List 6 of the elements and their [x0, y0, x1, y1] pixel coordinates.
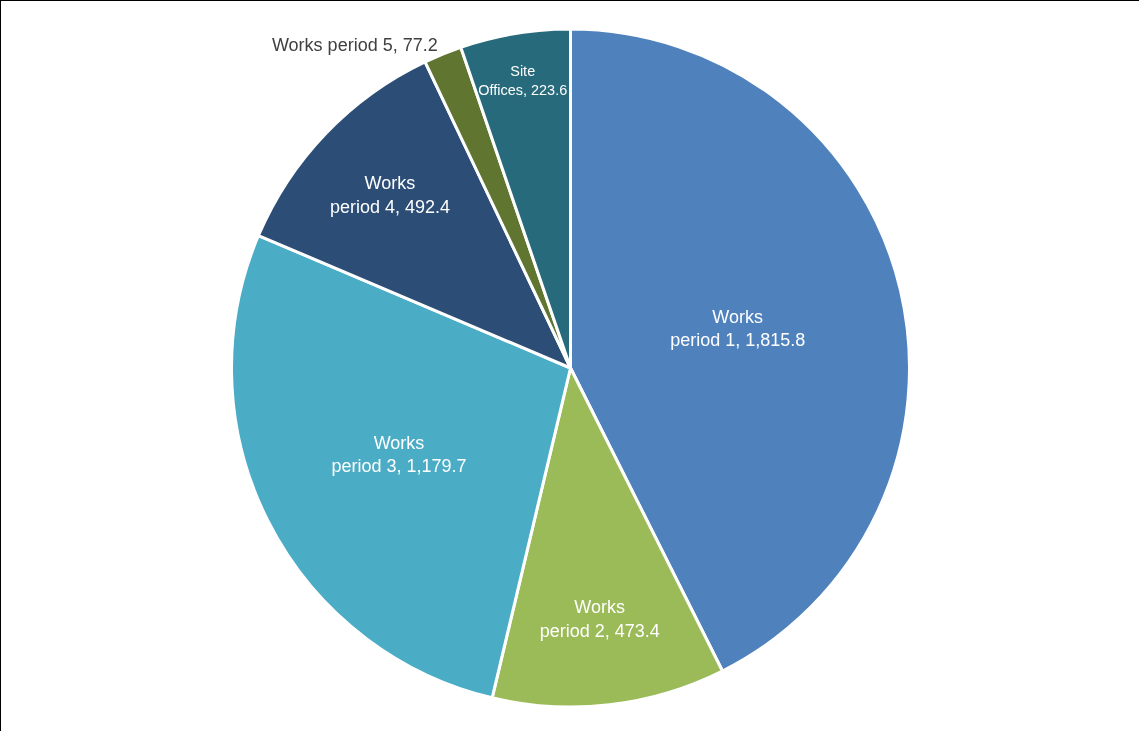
slice-label: Works period 1, 1,815.8	[670, 306, 806, 351]
slice-label: Works period 5, 77.2	[271, 35, 438, 56]
slice-label: Site Offices, 223.6	[478, 63, 568, 98]
slice-label: Works period 4, 492.4	[329, 173, 450, 217]
slice-label: Works period 3, 1,179.7	[331, 433, 467, 477]
slice-label: Works period 2, 473.4	[539, 597, 660, 641]
